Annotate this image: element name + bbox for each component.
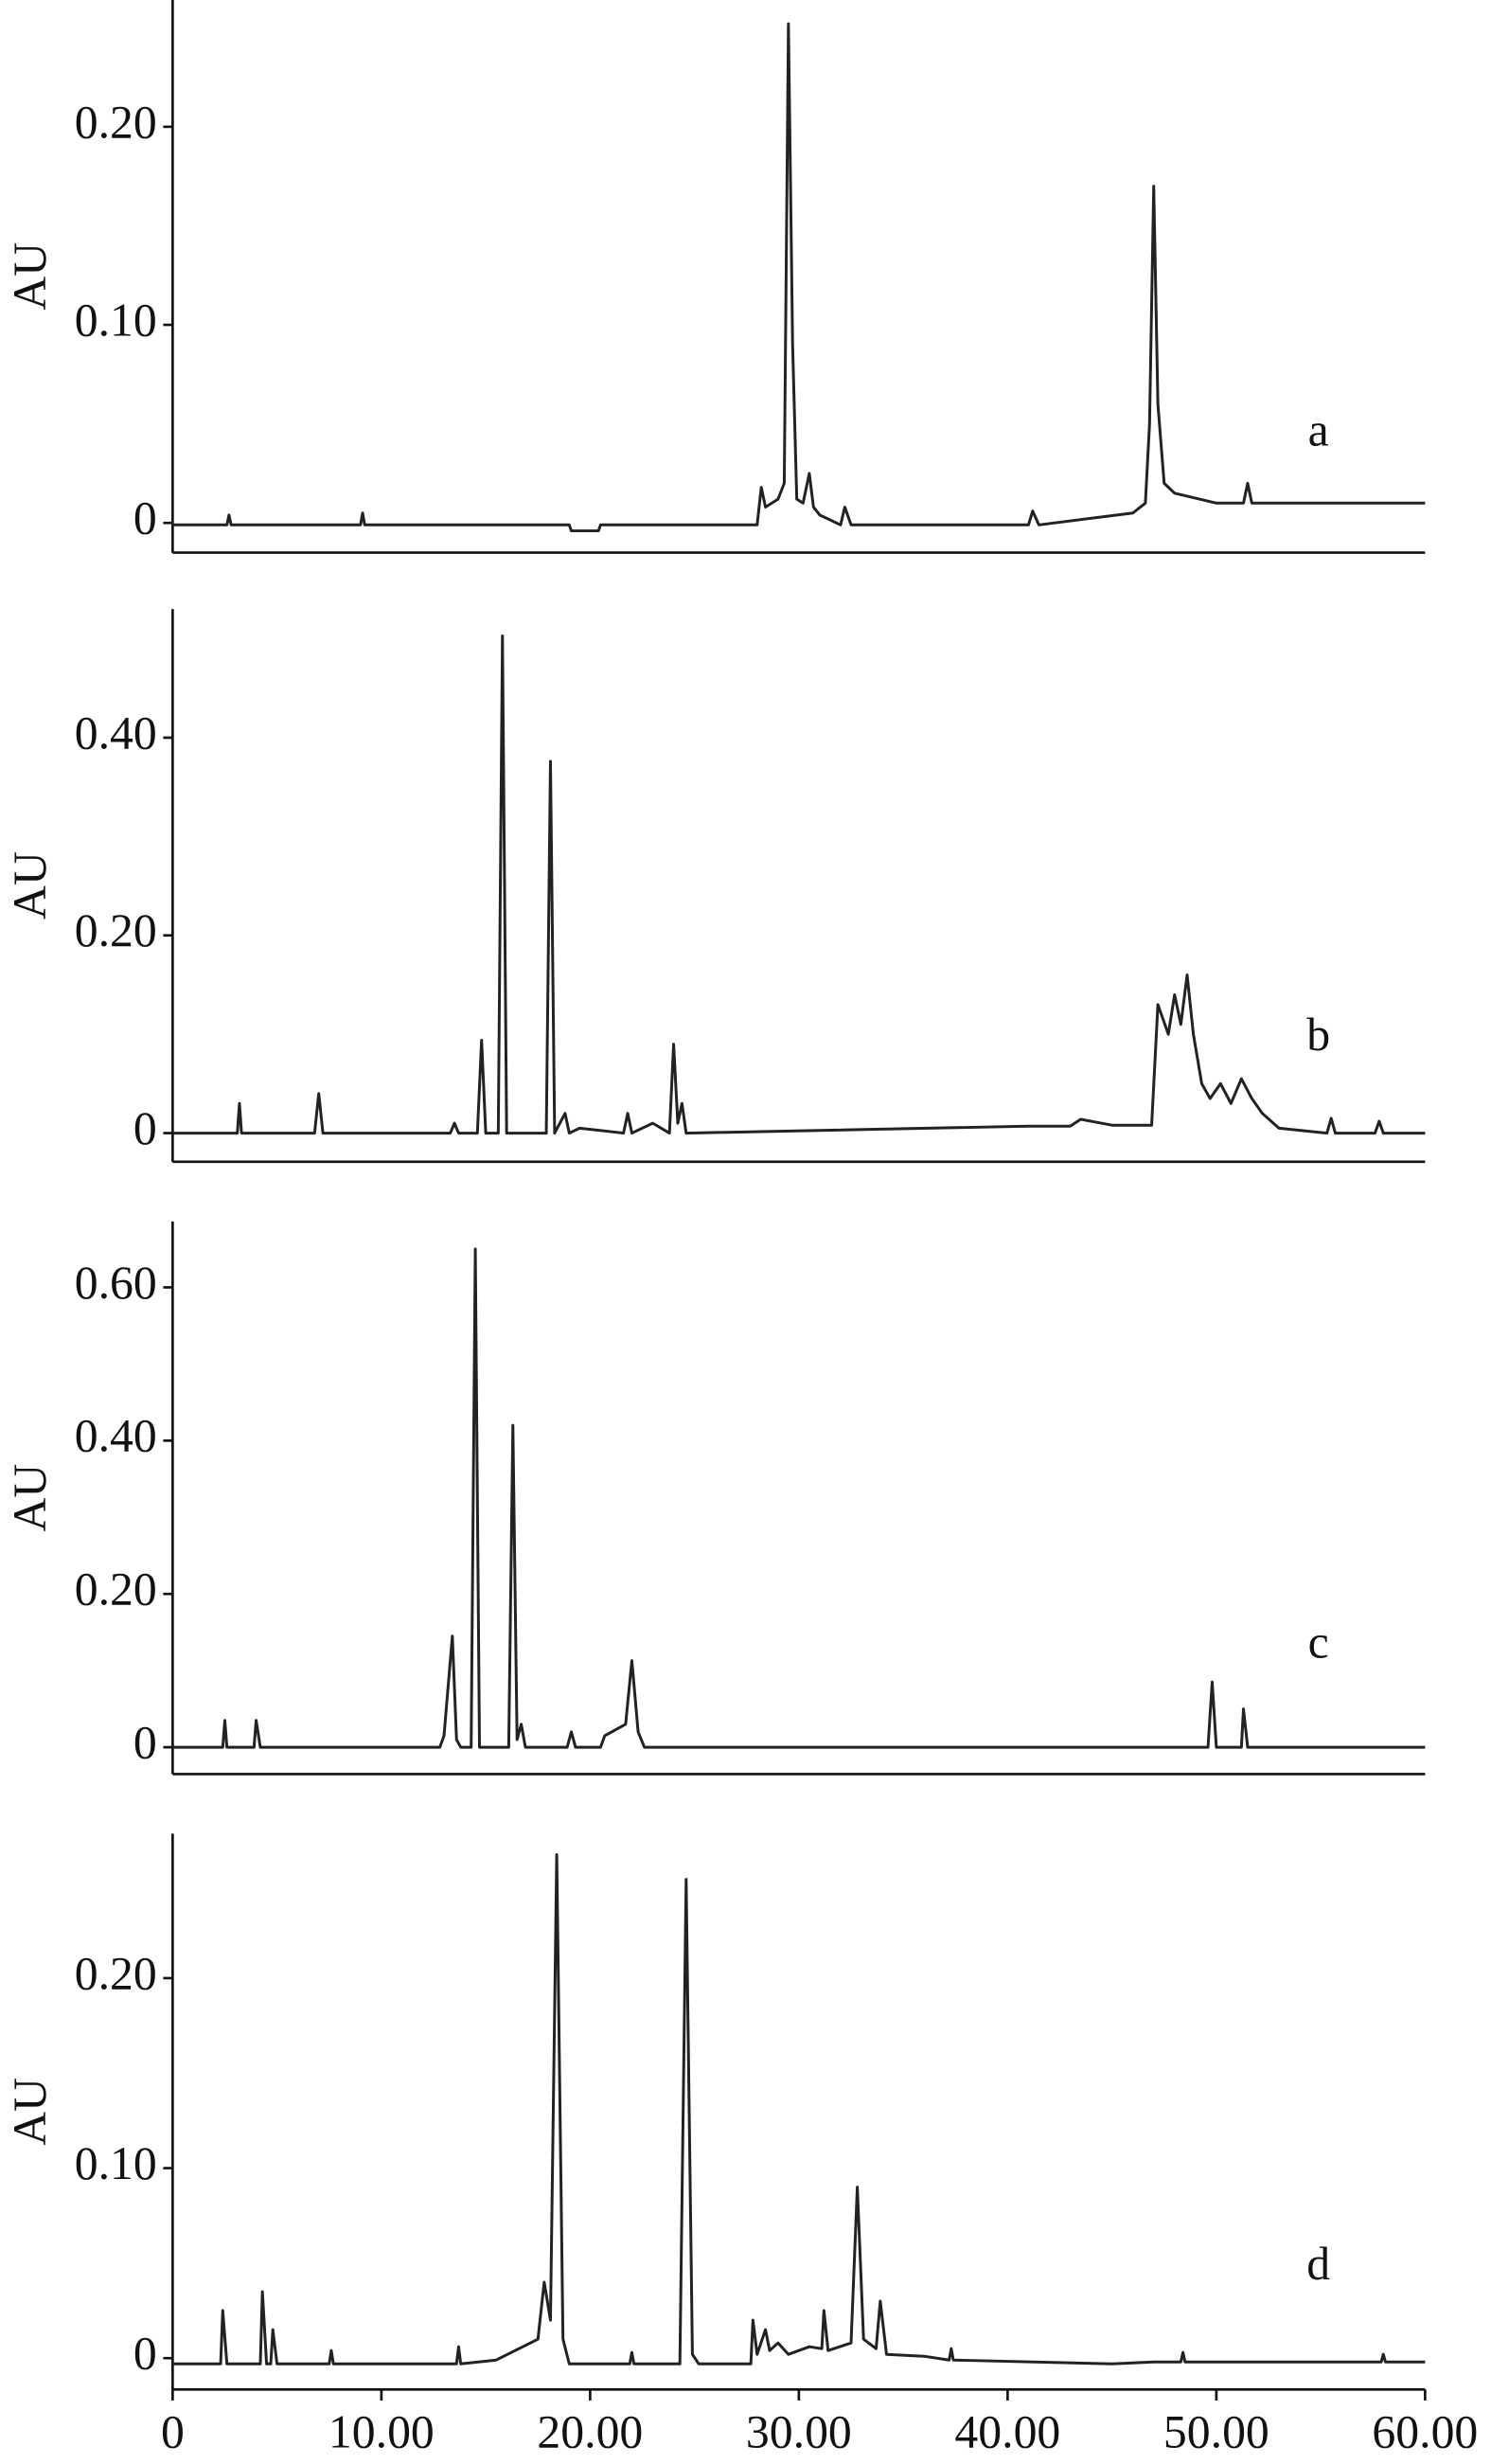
x-tick-label: 50.00: [1163, 2405, 1269, 2457]
panel-label: b: [1306, 1009, 1330, 1061]
panel-label: c: [1308, 1616, 1329, 1669]
x-tick-label: 20.00: [537, 2405, 643, 2457]
trace: [172, 1247, 1426, 1749]
y-tick-label: 0.20: [75, 904, 157, 956]
trace: [172, 22, 1426, 533]
y-tick-label: 0: [133, 2328, 157, 2380]
x-tick-label: 40.00: [954, 2405, 1060, 2457]
trace: [172, 1853, 1426, 2366]
y-tick-label: 0.60: [75, 1257, 157, 1309]
y-tick-label: 0.20: [75, 1947, 157, 1999]
y-tick-label: 0: [133, 1102, 157, 1154]
x-tick-label: 30.00: [746, 2405, 852, 2457]
y-tick-label: 0.20: [75, 1563, 157, 1616]
x-tick-label: 60.00: [1372, 2405, 1478, 2457]
panel-label: a: [1308, 404, 1329, 456]
y-tick-label: 0.10: [75, 294, 157, 346]
trace: [172, 634, 1426, 1135]
chart-panels: 0 0.10 0.20 AU a 0 0.20 0.40 AU b 0 0.20 0.40 0.60 AU c…: [4, 0, 1478, 2457]
x-tick-label: 10.00: [328, 2405, 435, 2457]
y-axis-label: AU: [4, 242, 56, 311]
y-tick-label: 0.40: [75, 1410, 157, 1462]
y-axis-label: AU: [4, 2078, 56, 2146]
panel-label: d: [1306, 2238, 1330, 2290]
y-tick-label: 0: [133, 1717, 157, 1769]
y-tick-label: 0: [133, 492, 157, 545]
x-tick-label: 0: [161, 2405, 185, 2457]
y-axis-label: AU: [4, 851, 56, 920]
y-tick-label: 0.40: [75, 706, 157, 759]
y-axis-label: AU: [4, 1464, 56, 1532]
y-tick-label: 0.20: [75, 96, 157, 148]
y-tick-label: 0.10: [75, 2137, 157, 2189]
